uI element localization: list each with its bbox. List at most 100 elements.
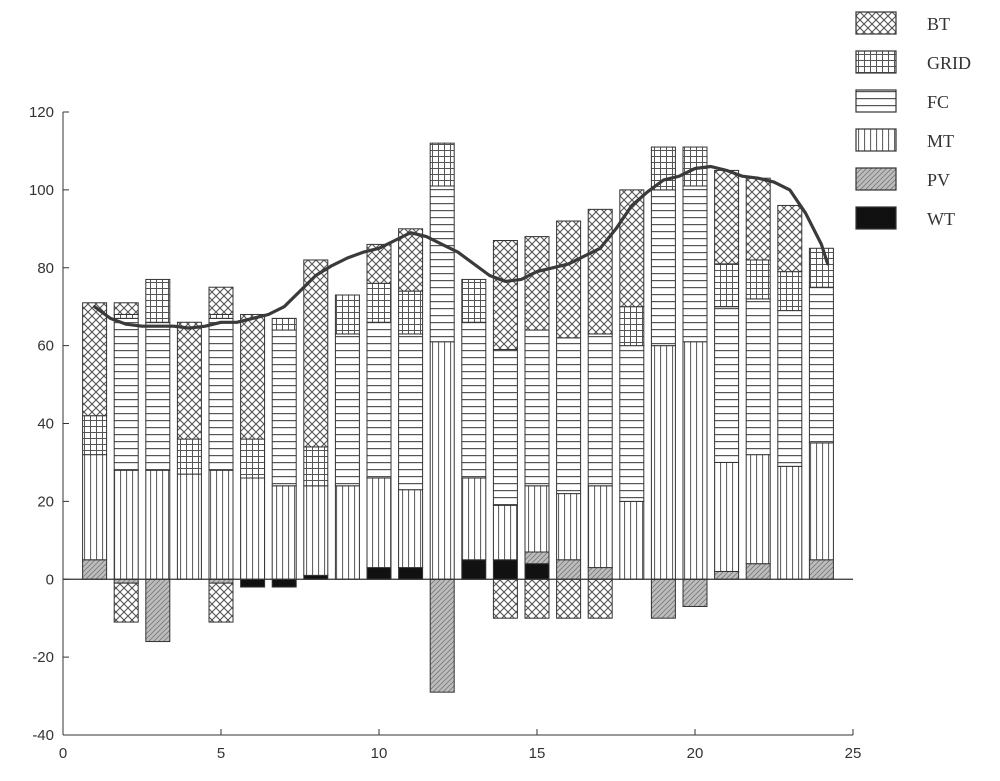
bar-segment-fc [650,189,676,347]
bar-segment-mt [176,473,202,580]
bar-segment-fc [619,345,645,502]
bar-segment-bt [208,582,234,623]
bar-segment-bt [208,286,234,315]
y-tick-label: 60 [37,338,54,355]
bar-segment-grid [366,282,392,323]
bar-segment-fc [208,317,234,471]
x-tick-label: 20 [687,745,704,762]
bar-segment-fc [745,298,771,456]
bar-segment-mt [745,454,771,565]
bar-segment-mt [587,485,613,569]
bar-segment-mt [650,345,676,580]
bar-segment-wt [492,559,518,580]
bar-segment-fc [271,329,297,487]
load-curve [92,164,830,330]
bar-segment-bt [113,582,139,623]
bar-segment-wt [524,563,550,580]
bar-segment-bt [176,321,202,440]
bar-segment-bt [113,302,139,315]
bar-segment-fc [524,329,550,487]
bar-segment-mt [303,485,329,576]
bar-segment-mt [82,454,108,561]
bar-segment-fc [682,185,708,343]
y-tick-label: -40 [32,727,54,744]
bar-segment-pv [587,567,613,580]
bar-segment-grid [176,438,202,475]
legend: BT GRID FC MT PV WT [855,11,971,230]
bar-segment-pv [145,578,171,643]
legend-swatch-wt [855,206,897,230]
y-tick-label: 80 [37,260,54,277]
bar-segment-mt [398,489,424,569]
bar-segment-bt [619,189,645,308]
bar-segment-pv [524,551,550,565]
bar-segment-bt [556,220,582,339]
bar-segment-grid [113,313,139,319]
bar-segment-mt [619,500,645,580]
bar-segment-bt [587,208,613,335]
bar-segment-pv [808,559,834,580]
bar-segment-mt [113,469,139,580]
bar-segment-grid [619,306,645,347]
bar-segment-fc [429,185,455,343]
bar-segment-mt [461,477,487,561]
legend-label-pv: PV [927,170,950,190]
legend-label-wt: WT [927,209,955,229]
bar-segment-mt [524,485,550,553]
bar-segment-grid [714,263,740,308]
bar-segment-bt [587,578,613,619]
bar-segment-fc [334,333,360,487]
bar-segment-fc [587,333,613,487]
bar-segment-grid [303,446,329,487]
bar-segment-grid [745,259,771,300]
bar-segment-wt [366,567,392,580]
bar-segment-pv [82,559,108,580]
bar-segment-fc [461,321,487,479]
bar-segment-fc [556,337,582,495]
bar-segment-fc [714,306,740,463]
bar-segment-mt [556,493,582,561]
bar-segment-grid [808,247,834,288]
bar-segment-pv [682,578,708,608]
bar-segment-fc [777,310,803,467]
bar-segment-bt [492,578,518,619]
bar-segment-bt [82,302,108,417]
bar-segment-pv [714,570,740,580]
bar-segment-pv [650,578,676,619]
bar-segment-mt [240,477,266,580]
x-tick-label: 5 [217,745,225,762]
x-tick-label: 25 [845,745,862,762]
bar-segment-grid [429,142,455,187]
bar-segment-mt [271,485,297,580]
bar-segment-fc [492,349,518,506]
bar-segment-mt [208,469,234,580]
bar-segment-pv [745,563,771,580]
bar-segment-grid [145,278,171,323]
bar-segment-grid [650,146,676,191]
bar-segment-pv [429,578,455,693]
bar-segment-fc [145,321,171,471]
bar-segment-pv [556,559,582,580]
bar-segment-bt [303,259,329,448]
y-tick-label: 20 [37,493,54,510]
bar-segment-grid [398,290,424,335]
bar-segment-grid [777,271,803,312]
bar-segment-grid [208,313,234,319]
bar-segment-bt [777,204,803,273]
bar-segment-mt [682,341,708,580]
bar-segment-mt [808,442,834,561]
legend-swatch-pv [855,167,897,191]
bar-segment-bt [556,578,582,619]
bar-segment-bt [398,228,424,292]
bar-segment-bt [524,236,550,331]
plot-area: -40 -20 0 20 40 60 80 100 120 0 5 10 15 20 25 [29,104,861,762]
y-tick-label: 40 [37,416,54,433]
bar-segment-mt [145,469,171,580]
bar-segment-mt [714,461,740,572]
bar-segment-mt [334,485,360,580]
bar-segment-bt [524,578,550,619]
legend-label-mt: MT [927,131,954,151]
legend-label-bt: BT [927,14,950,34]
bar-segment-grid [240,438,266,479]
